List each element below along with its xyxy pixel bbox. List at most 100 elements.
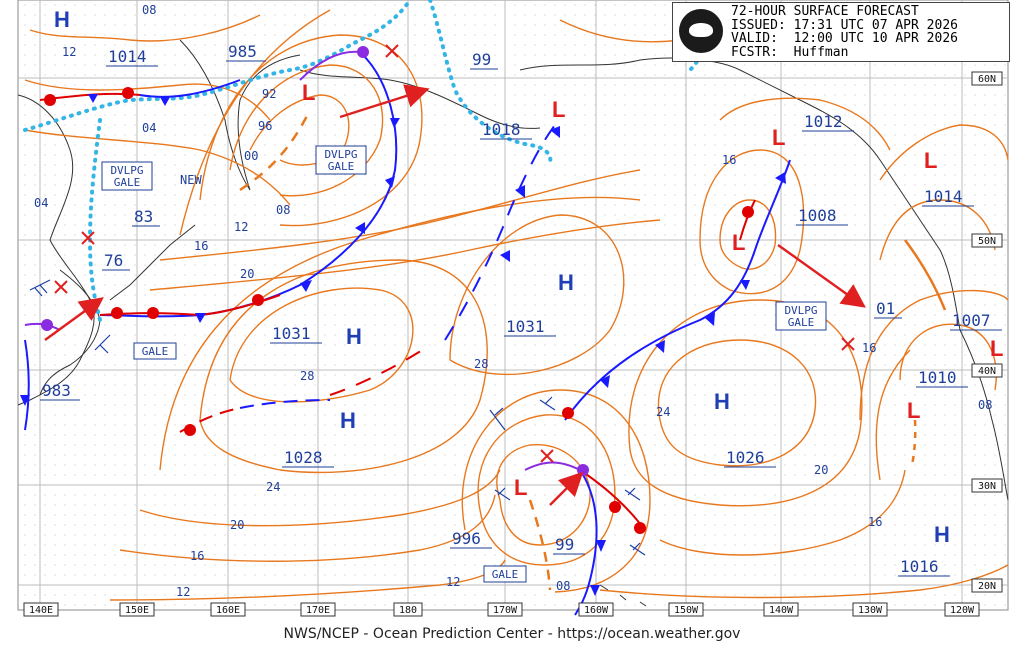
isobar bbox=[657, 339, 817, 467]
low-symbol: L bbox=[552, 97, 565, 122]
fronts bbox=[24, 50, 947, 616]
cold-front-barb bbox=[705, 312, 715, 326]
x-mark bbox=[81, 231, 95, 245]
forecast-valid: VALID: 12:00 UTC 10 APR 2026 bbox=[731, 31, 958, 47]
occluded-bump bbox=[577, 464, 589, 476]
lat-label: 40N bbox=[978, 366, 996, 377]
pressure-label: 99 bbox=[472, 50, 491, 69]
footer-credit: NWS/NCEP - Ocean Prediction Center - htt… bbox=[283, 626, 741, 642]
warning-label: GALE bbox=[142, 345, 169, 358]
high-symbol: H bbox=[934, 522, 950, 547]
isobar bbox=[699, 149, 805, 295]
x-mark bbox=[385, 44, 399, 58]
isobar bbox=[875, 349, 911, 481]
warning-line: GALE bbox=[788, 316, 815, 329]
isobar-label: 24 bbox=[656, 405, 670, 419]
cold-front-barb bbox=[600, 375, 610, 388]
pressure-label: 1031 bbox=[506, 317, 545, 336]
isobar bbox=[461, 389, 651, 593]
pressure-label: 1026 bbox=[726, 448, 765, 467]
pressure-label: 01 bbox=[876, 299, 895, 318]
low-symbol: L bbox=[514, 475, 527, 500]
pressure-label: 1010 bbox=[918, 368, 957, 387]
low-symbol: L bbox=[907, 398, 920, 423]
trough bbox=[903, 239, 947, 311]
pressure-label: 985 bbox=[228, 42, 257, 61]
pressure-label: 983 bbox=[42, 381, 71, 400]
cold-front-barb bbox=[775, 172, 786, 184]
pressure-label: 83 bbox=[134, 207, 153, 226]
isobar-label: 28 bbox=[300, 369, 314, 383]
warm-front-bump bbox=[634, 522, 646, 534]
high-symbols: H H H H H H bbox=[54, 7, 950, 547]
isobar bbox=[199, 259, 488, 474]
low-symbol: L bbox=[302, 80, 315, 105]
warm-front-bump bbox=[252, 294, 264, 306]
occluded-bump bbox=[357, 46, 369, 58]
isobar bbox=[24, 129, 291, 206]
pressure-label: 1012 bbox=[804, 112, 843, 131]
cold-front-barb bbox=[355, 222, 365, 234]
coast-hawaii bbox=[599, 584, 647, 607]
lat-label: 20N bbox=[978, 581, 996, 592]
stationary-front bbox=[239, 399, 331, 409]
track-arrow bbox=[777, 244, 866, 308]
x-markers bbox=[54, 44, 855, 463]
track-arrow bbox=[44, 297, 104, 341]
warm-front-bump bbox=[44, 94, 56, 106]
lat-label: 30N bbox=[978, 481, 996, 492]
lon-label: 170E bbox=[306, 605, 330, 616]
pressure-label: 99 bbox=[555, 535, 574, 554]
pressure-label: 1014 bbox=[108, 47, 147, 66]
isobar bbox=[599, 564, 1009, 599]
pressure-labels: 1014 1031 1028 1031 1026 1016 985 1018 1… bbox=[42, 42, 991, 576]
coast-kuril bbox=[109, 224, 196, 301]
forecast-issued: ISSUED: 17:31 UTC 07 APR 2026 bbox=[731, 17, 958, 33]
pressure-label: 1031 bbox=[272, 324, 311, 343]
cold-front-barb bbox=[88, 94, 98, 103]
isobar-label: 20 bbox=[814, 463, 828, 477]
lon-label: 120W bbox=[950, 605, 975, 616]
isobar bbox=[899, 323, 997, 391]
warning-boxes: DVLPG GALE DVLPG GALE DVLPG GALE GALE GA… bbox=[101, 145, 827, 583]
isobar bbox=[159, 196, 641, 471]
cold-front bbox=[564, 159, 791, 421]
noaa-logo-icon bbox=[679, 9, 723, 53]
isobar-label: 08 bbox=[978, 398, 992, 412]
low-symbol: L bbox=[772, 125, 785, 150]
cold-front bbox=[139, 79, 241, 98]
cold-front bbox=[24, 339, 30, 431]
low-symbols: L L L L L L L L bbox=[302, 80, 1003, 500]
x-mark bbox=[54, 280, 68, 294]
isobar-label: 20 bbox=[240, 267, 254, 281]
low-symbol: L bbox=[732, 230, 745, 255]
isobar-label: 12 bbox=[62, 45, 76, 59]
cold-front-barb bbox=[390, 118, 400, 128]
isobar bbox=[149, 219, 661, 291]
cold-front-barb bbox=[596, 540, 606, 552]
isobar bbox=[29, 14, 261, 42]
track-arrow bbox=[549, 471, 584, 506]
isobar-label: 16 bbox=[862, 341, 876, 355]
isobar-label: 08 bbox=[556, 579, 570, 593]
high-symbol: H bbox=[346, 324, 362, 349]
isobar-label: 16 bbox=[194, 239, 208, 253]
isobar bbox=[659, 469, 906, 556]
cold-front-barb bbox=[20, 395, 30, 406]
lon-label: 140E bbox=[29, 605, 53, 616]
cold-front-barb bbox=[740, 280, 750, 290]
occluded-bump bbox=[41, 319, 53, 331]
isobar-label: 12 bbox=[234, 220, 248, 234]
isobar-label: 16 bbox=[190, 549, 204, 563]
isobar bbox=[628, 299, 863, 507]
isobar bbox=[719, 97, 891, 151]
cold-front-barb bbox=[515, 185, 525, 198]
trough bbox=[910, 419, 917, 466]
longitude-labels: 140E 150E 160E 170E 180 170W 160W 150W 1… bbox=[23, 602, 980, 617]
isobar bbox=[859, 289, 1009, 421]
isobar-label: 12 bbox=[446, 575, 460, 589]
low-symbol: L bbox=[924, 148, 937, 173]
coast-us-west bbox=[959, 329, 1009, 501]
pressure-label: 1014 bbox=[924, 187, 963, 206]
